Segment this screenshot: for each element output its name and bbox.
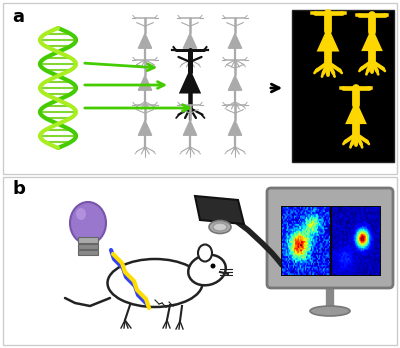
Circle shape <box>210 263 216 269</box>
Polygon shape <box>195 196 244 224</box>
Bar <box>78 244 98 249</box>
Bar <box>3 177 397 345</box>
Polygon shape <box>320 31 336 50</box>
Text: a: a <box>12 8 24 26</box>
Polygon shape <box>364 32 380 49</box>
Ellipse shape <box>198 245 212 261</box>
Text: b: b <box>12 180 25 198</box>
Bar <box>78 250 98 255</box>
Bar <box>292 10 394 162</box>
Polygon shape <box>228 120 242 135</box>
Ellipse shape <box>188 255 226 285</box>
Polygon shape <box>183 33 197 48</box>
Ellipse shape <box>70 202 106 244</box>
Polygon shape <box>138 33 152 48</box>
Polygon shape <box>348 105 364 122</box>
Polygon shape <box>183 120 197 135</box>
Polygon shape <box>138 120 152 135</box>
Ellipse shape <box>209 221 231 234</box>
Polygon shape <box>181 72 199 92</box>
Ellipse shape <box>108 259 202 307</box>
Polygon shape <box>228 76 242 90</box>
Bar <box>281 206 381 276</box>
Ellipse shape <box>76 208 86 220</box>
Ellipse shape <box>213 223 227 231</box>
FancyBboxPatch shape <box>267 188 393 288</box>
Bar <box>3 3 397 174</box>
Bar <box>78 237 98 243</box>
Polygon shape <box>138 76 152 90</box>
Polygon shape <box>228 33 242 48</box>
Ellipse shape <box>310 306 350 316</box>
